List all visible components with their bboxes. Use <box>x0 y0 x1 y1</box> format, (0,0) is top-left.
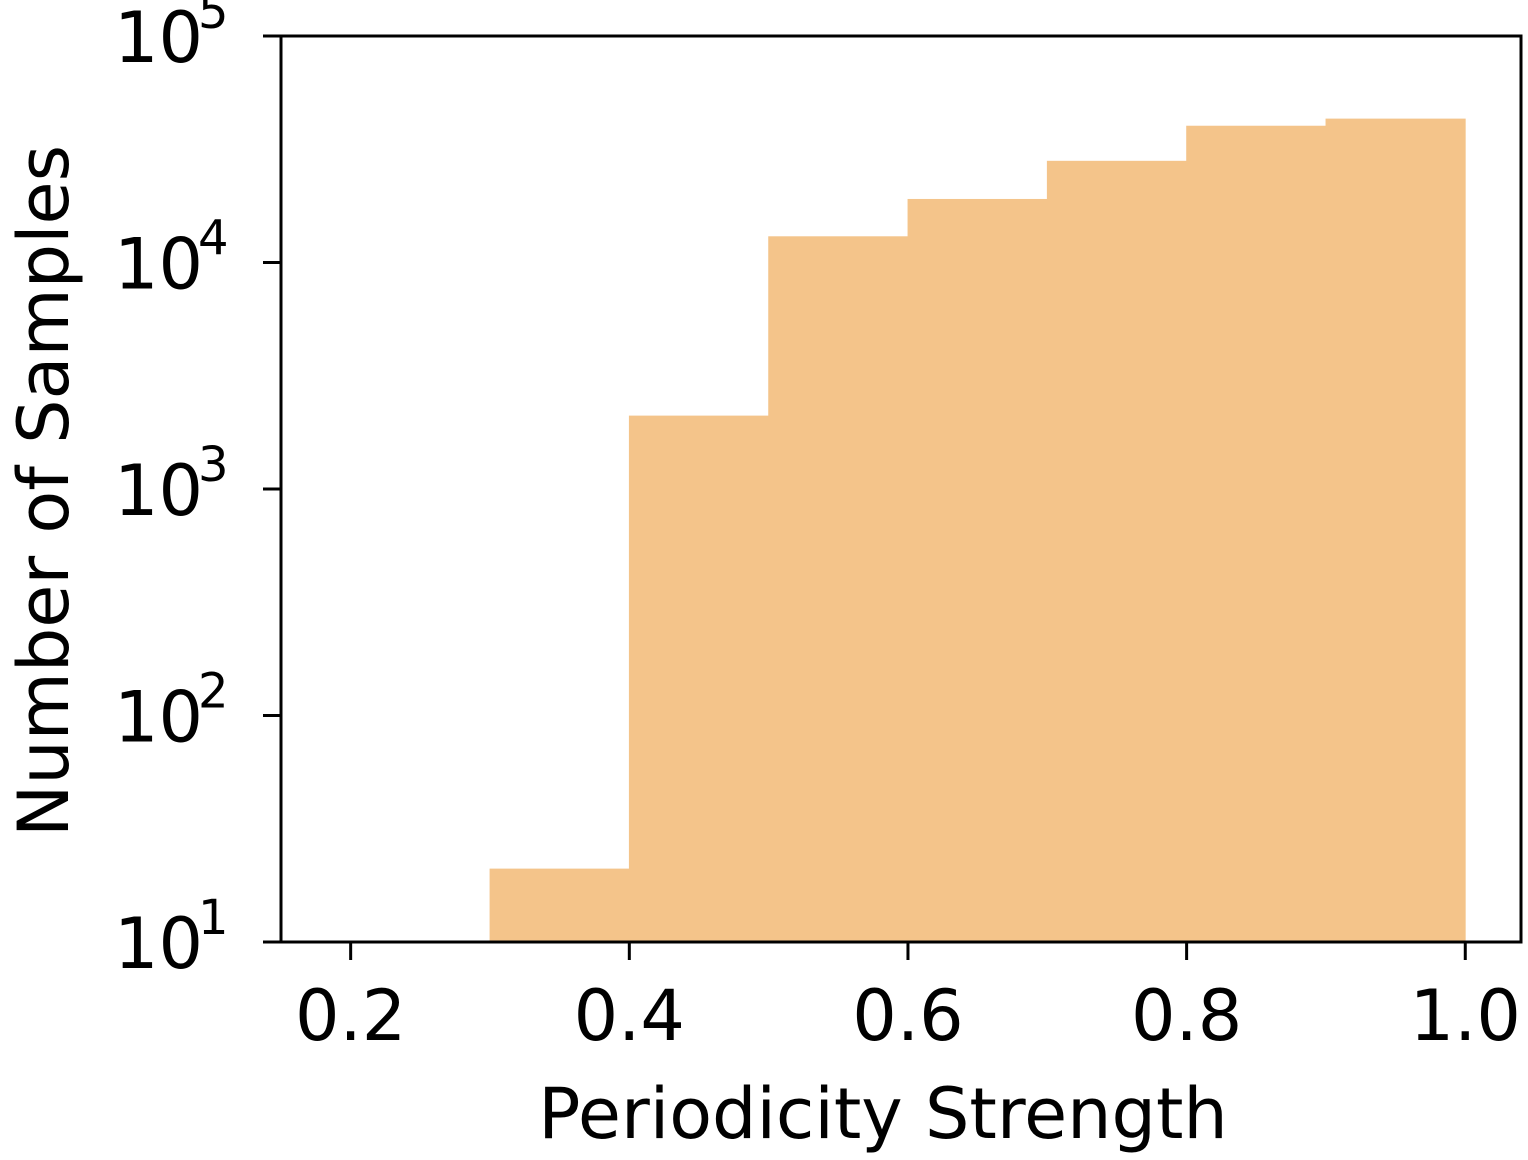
histogram-bar <box>1046 160 1188 943</box>
histogram-bar <box>1325 118 1466 943</box>
y-tick-exponent: 1 <box>198 890 229 946</box>
y-tick-exponent: 3 <box>198 437 229 493</box>
x-tick-label: 0.4 <box>574 975 685 1057</box>
x-tick-label: 1.0 <box>1410 975 1521 1057</box>
y-tick-label: 10 <box>114 224 203 306</box>
x-axis-title: Periodicity Strength <box>538 1073 1228 1155</box>
histogram-bar <box>768 236 909 943</box>
x-axis: 0.2 0.4 0.6 0.8 1.0 <box>295 942 1521 1057</box>
histogram-bar <box>1186 125 1327 943</box>
x-tick-label: 0.6 <box>852 975 963 1057</box>
y-tick-label: 10 <box>114 677 203 759</box>
y-axis-title: Number of Samples <box>3 145 85 837</box>
y-tick-exponent: 5 <box>198 0 229 40</box>
y-tick-label: 10 <box>114 903 203 985</box>
y-tick-label: 10 <box>114 0 203 79</box>
y-tick-exponent: 2 <box>198 664 229 720</box>
x-tick-label: 0.8 <box>1131 975 1242 1057</box>
y-tick-label: 10 <box>114 450 203 532</box>
x-tick-label: 0.2 <box>295 975 406 1057</box>
histogram-bar <box>489 868 630 943</box>
histogram-bar <box>628 415 770 943</box>
y-tick-exponent: 4 <box>198 211 229 267</box>
histogram-bar <box>907 198 1048 943</box>
histogram-bars <box>489 118 1466 943</box>
